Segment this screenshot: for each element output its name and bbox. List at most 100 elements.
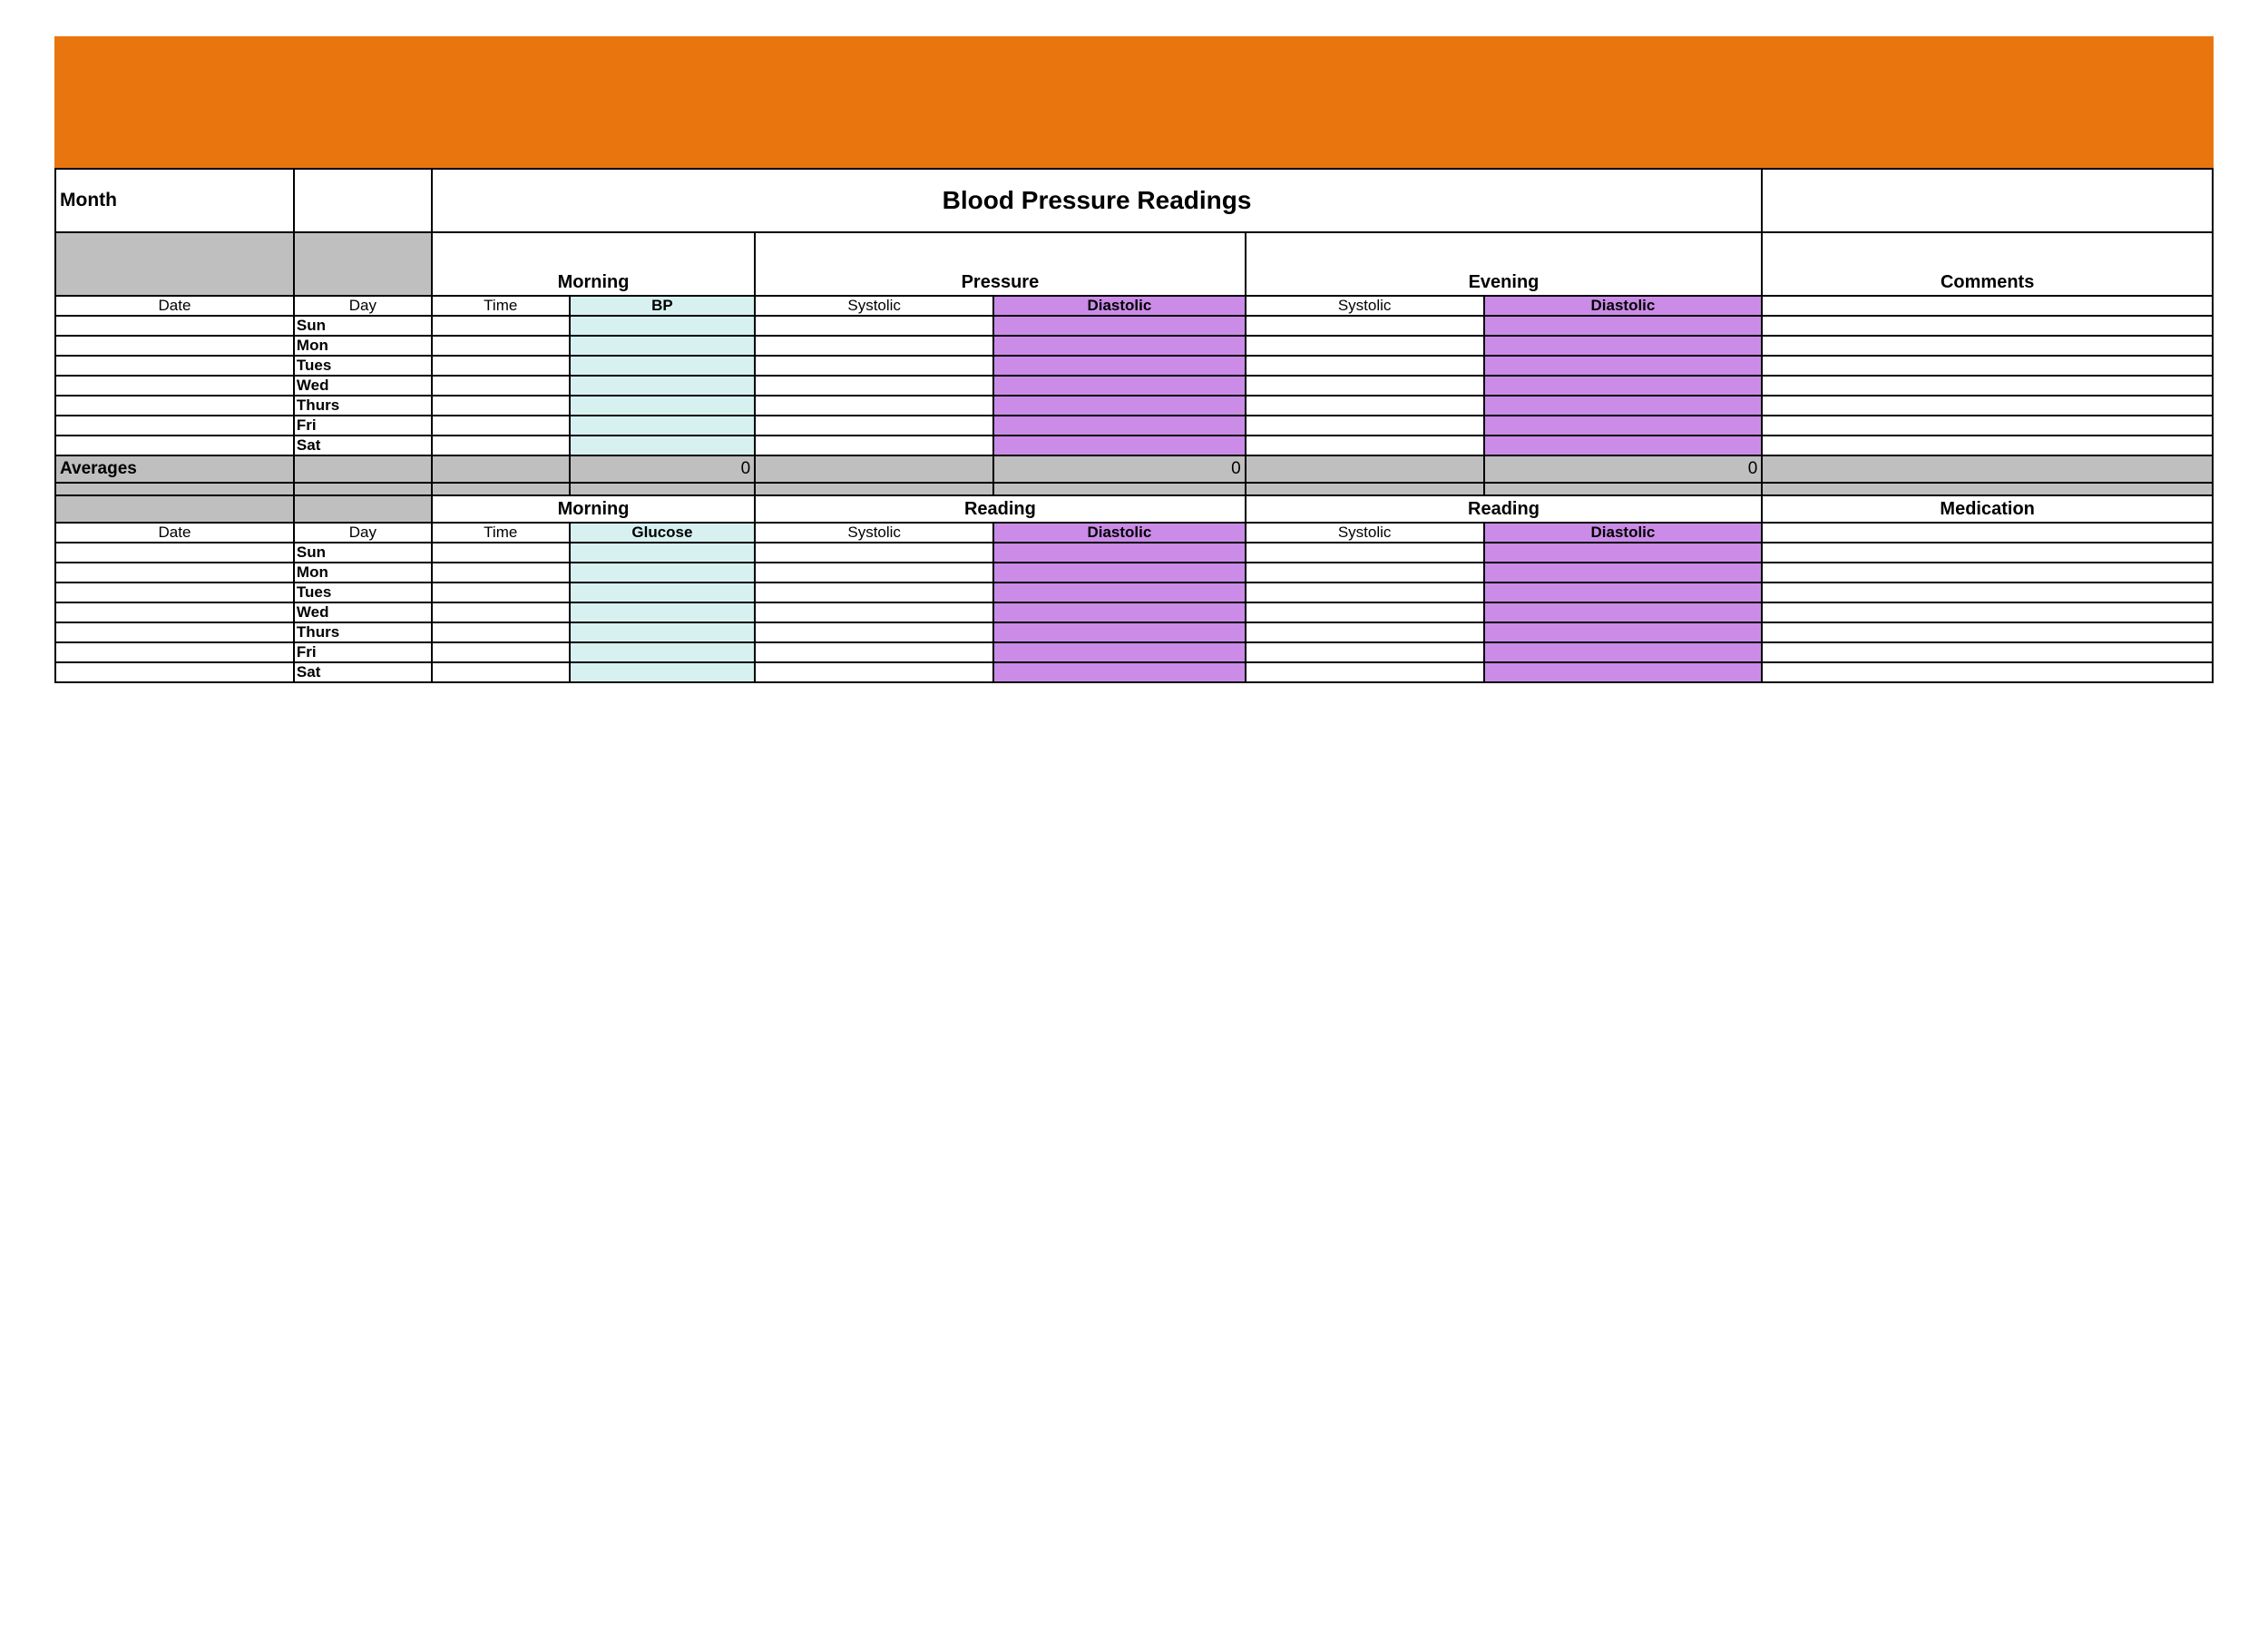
s1-cell[interactable]: Fri	[294, 416, 432, 436]
s2-cell[interactable]	[570, 543, 755, 563]
s2-cell[interactable]	[993, 642, 1246, 662]
s2-cell[interactable]	[1246, 543, 1484, 563]
s1-cell[interactable]	[432, 356, 570, 376]
s2-cell[interactable]	[1762, 662, 2213, 682]
s2-cell[interactable]	[1762, 642, 2213, 662]
s2-cell[interactable]	[1246, 583, 1484, 602]
s1-cell[interactable]	[55, 356, 294, 376]
s2-cell[interactable]	[432, 543, 570, 563]
s1-cell[interactable]: Thurs	[294, 396, 432, 416]
s2-cell[interactable]	[1484, 602, 1763, 622]
s2-cell[interactable]	[570, 622, 755, 642]
s2-cell[interactable]	[1762, 563, 2213, 583]
s2-cell[interactable]	[993, 543, 1246, 563]
s2-cell[interactable]	[432, 563, 570, 583]
s1-cell[interactable]	[993, 396, 1246, 416]
s2-cell[interactable]: Wed	[294, 602, 432, 622]
s1-cell[interactable]	[432, 376, 570, 396]
s1-cell[interactable]	[1484, 316, 1763, 336]
s1-cell[interactable]	[570, 376, 755, 396]
s1-cell[interactable]	[755, 436, 993, 455]
s2-cell[interactable]	[993, 662, 1246, 682]
s2-cell[interactable]	[755, 602, 993, 622]
s1-cell[interactable]	[993, 376, 1246, 396]
s1-cell[interactable]: Wed	[294, 376, 432, 396]
s1-cell[interactable]	[755, 356, 993, 376]
s1-cell[interactable]	[55, 436, 294, 455]
s2-cell[interactable]	[1246, 563, 1484, 583]
s1-cell[interactable]	[1246, 396, 1484, 416]
s1-cell[interactable]	[55, 336, 294, 356]
s2-cell[interactable]	[1246, 642, 1484, 662]
s2-cell[interactable]	[1762, 543, 2213, 563]
s2-cell[interactable]	[55, 642, 294, 662]
s2-cell[interactable]	[755, 543, 993, 563]
s1-cell[interactable]	[570, 436, 755, 455]
s1-cell[interactable]	[755, 376, 993, 396]
s1-cell[interactable]	[1246, 376, 1484, 396]
s1-cell[interactable]	[1762, 356, 2213, 376]
s1-cell[interactable]	[570, 356, 755, 376]
s1-cell[interactable]	[1246, 336, 1484, 356]
s2-cell[interactable]: Fri	[294, 642, 432, 662]
s2-cell[interactable]	[755, 583, 993, 602]
s2-cell[interactable]	[1484, 543, 1763, 563]
s2-cell[interactable]: Mon	[294, 563, 432, 583]
s1-cell[interactable]	[755, 316, 993, 336]
s2-cell[interactable]: Tues	[294, 583, 432, 602]
s1-cell[interactable]	[1246, 416, 1484, 436]
s2-cell[interactable]	[432, 642, 570, 662]
s2-cell[interactable]	[993, 602, 1246, 622]
s1-cell[interactable]	[993, 416, 1246, 436]
s1-cell[interactable]	[1762, 316, 2213, 336]
s1-cell[interactable]	[755, 396, 993, 416]
s1-cell[interactable]	[993, 336, 1246, 356]
s1-cell[interactable]	[1246, 356, 1484, 376]
s2-cell[interactable]	[993, 622, 1246, 642]
s1-cell[interactable]	[55, 376, 294, 396]
s2-cell[interactable]	[993, 563, 1246, 583]
s1-cell[interactable]	[55, 416, 294, 436]
s2-cell[interactable]	[1762, 583, 2213, 602]
s1-cell[interactable]	[993, 316, 1246, 336]
s2-cell[interactable]: Sun	[294, 543, 432, 563]
s2-cell[interactable]	[55, 543, 294, 563]
s1-cell[interactable]	[55, 316, 294, 336]
s1-cell[interactable]	[1484, 356, 1763, 376]
s1-cell[interactable]	[1246, 436, 1484, 455]
s2-cell[interactable]	[755, 563, 993, 583]
s1-cell[interactable]	[993, 436, 1246, 455]
s1-cell[interactable]	[1484, 416, 1763, 436]
s1-cell[interactable]	[1484, 336, 1763, 356]
s2-cell[interactable]	[55, 622, 294, 642]
s2-cell[interactable]	[432, 622, 570, 642]
s1-cell[interactable]	[1484, 436, 1763, 455]
s2-cell[interactable]	[432, 662, 570, 682]
s1-cell[interactable]: Sun	[294, 316, 432, 336]
s1-cell[interactable]	[570, 396, 755, 416]
s2-cell[interactable]	[1246, 662, 1484, 682]
s2-cell[interactable]	[993, 583, 1246, 602]
s2-cell[interactable]	[570, 583, 755, 602]
s1-cell[interactable]	[1246, 316, 1484, 336]
s2-cell[interactable]	[570, 642, 755, 662]
s1-cell[interactable]	[1762, 436, 2213, 455]
s1-cell[interactable]	[755, 416, 993, 436]
s1-cell[interactable]: Sat	[294, 436, 432, 455]
s1-cell[interactable]	[570, 416, 755, 436]
s2-cell[interactable]: Thurs	[294, 622, 432, 642]
s2-cell[interactable]	[1484, 662, 1763, 682]
s1-cell[interactable]	[432, 416, 570, 436]
s2-cell[interactable]	[755, 642, 993, 662]
s2-cell[interactable]	[1246, 602, 1484, 622]
s1-cell[interactable]	[1762, 336, 2213, 356]
s2-cell[interactable]	[1484, 622, 1763, 642]
s2-cell[interactable]	[432, 583, 570, 602]
s1-cell[interactable]	[993, 356, 1246, 376]
s1-cell[interactable]	[432, 436, 570, 455]
month-value-cell[interactable]	[294, 169, 432, 232]
s1-cell[interactable]	[570, 336, 755, 356]
s2-cell[interactable]	[570, 662, 755, 682]
s2-cell[interactable]	[1762, 602, 2213, 622]
s1-cell[interactable]	[55, 396, 294, 416]
